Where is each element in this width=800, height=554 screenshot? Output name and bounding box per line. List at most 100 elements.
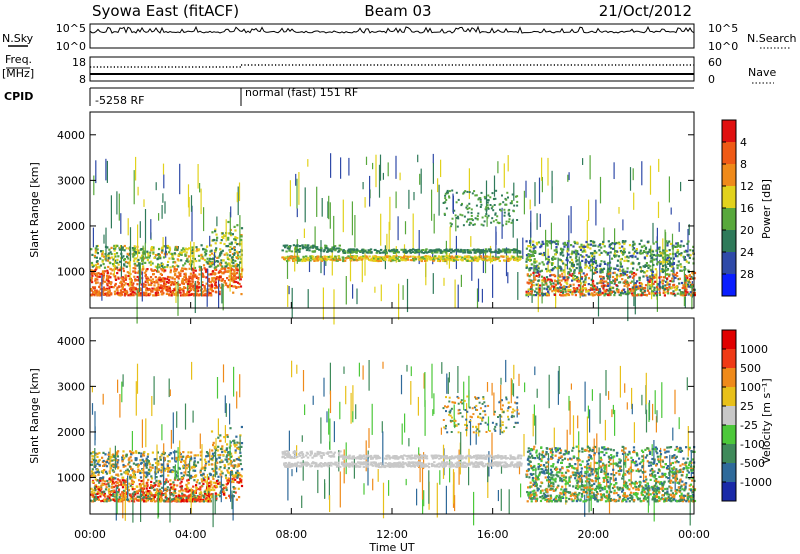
range-cell <box>159 276 162 280</box>
range-cell <box>104 488 108 491</box>
range-cell <box>182 288 185 291</box>
range-cell <box>577 284 581 287</box>
range-cell <box>131 282 134 285</box>
range-cell <box>169 452 172 455</box>
range-cell <box>211 456 214 459</box>
range-cell <box>532 284 535 287</box>
range-cell <box>162 193 164 203</box>
range-cell <box>90 277 93 280</box>
range-cell <box>126 473 130 476</box>
range-cell <box>608 261 612 264</box>
range-cell <box>310 257 313 260</box>
range-cell <box>589 240 592 243</box>
range-cell <box>629 281 632 284</box>
range-cell <box>488 250 491 253</box>
range-cell <box>235 498 238 501</box>
range-cell <box>239 454 242 458</box>
range-cell <box>532 294 535 297</box>
range-cell <box>152 252 155 255</box>
range-cell <box>174 248 177 251</box>
range-cell <box>598 244 601 247</box>
range-cell <box>159 280 162 283</box>
range-cell <box>103 234 105 244</box>
range-cell <box>235 286 238 289</box>
range-cell <box>547 157 549 186</box>
range-cell <box>207 290 210 294</box>
range-cell <box>534 294 538 297</box>
range-cell <box>191 489 194 492</box>
range-cell <box>525 292 528 296</box>
range-cell <box>627 260 630 263</box>
range-cell <box>629 255 632 258</box>
range-cell <box>108 491 111 494</box>
range-cell <box>296 255 300 258</box>
range-cell <box>525 294 528 297</box>
range-cell <box>128 262 131 265</box>
range-cell <box>99 489 102 492</box>
range-cell <box>631 245 634 248</box>
range-cell <box>364 197 366 208</box>
range-cell <box>461 249 464 252</box>
range-cell <box>632 290 635 293</box>
range-cell <box>617 268 620 271</box>
range-cell <box>129 293 132 296</box>
range-cell <box>652 242 655 245</box>
range-cell <box>171 499 174 502</box>
range-cell <box>296 178 298 209</box>
range-cell <box>342 249 345 252</box>
range-cell <box>214 284 217 287</box>
range-cell <box>106 459 109 462</box>
range-cell <box>594 262 598 265</box>
range-cell <box>119 294 122 297</box>
range-cell <box>144 464 147 467</box>
range-cell <box>516 204 519 207</box>
range-cell <box>558 274 561 277</box>
range-cell <box>665 240 668 243</box>
range-cell <box>675 285 678 289</box>
range-cell <box>484 248 488 251</box>
range-cell <box>613 271 616 274</box>
range-cell <box>678 253 681 256</box>
range-cell <box>153 284 156 287</box>
range-cell <box>627 285 629 322</box>
range-cell <box>203 207 205 232</box>
range-cell <box>209 288 212 291</box>
range-cell <box>450 225 453 228</box>
range-cell <box>162 163 165 175</box>
range-cell <box>516 250 520 253</box>
range-cell <box>214 228 217 231</box>
range-cell <box>120 213 122 234</box>
range-cell <box>113 495 116 498</box>
range-cell <box>226 285 229 288</box>
range-cell <box>106 277 109 280</box>
range-cell <box>238 263 241 281</box>
range-cell <box>445 248 448 251</box>
range-cell <box>459 255 462 258</box>
range-cell <box>437 178 439 193</box>
range-cell <box>535 287 538 290</box>
range-cell <box>386 255 389 258</box>
range-cell <box>494 259 497 262</box>
range-cell <box>127 284 131 287</box>
range-cell <box>201 255 204 258</box>
range-cell <box>149 276 153 279</box>
range-cell <box>562 269 565 272</box>
range-cell <box>91 253 94 256</box>
range-cell <box>131 288 134 291</box>
range-cell <box>554 288 557 291</box>
range-cell <box>135 257 138 260</box>
y-tick-label: 2000 <box>57 220 85 233</box>
range-cell <box>131 284 134 287</box>
range-cell <box>129 477 132 480</box>
range-cell <box>419 258 423 261</box>
range-cell <box>638 293 641 296</box>
range-cell <box>607 251 610 254</box>
range-cell <box>131 496 134 499</box>
range-cell <box>229 254 232 257</box>
range-cell <box>391 257 394 260</box>
range-cell <box>307 289 309 309</box>
range-cell <box>551 257 554 260</box>
range-cell <box>434 257 437 260</box>
range-cell <box>190 293 193 296</box>
range-cell <box>132 286 135 289</box>
